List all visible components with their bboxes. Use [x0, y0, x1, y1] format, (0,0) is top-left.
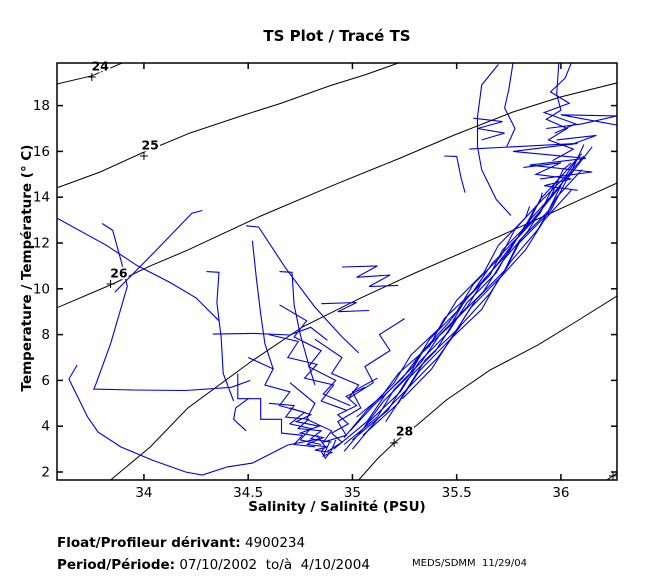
credit-stamp: MEDS/SDMM 11/29/04 [412, 558, 527, 569]
period-line: Period/Période: 07/10/2002 to/à 4/10/200… [57, 557, 370, 573]
contour-plus-marker [87, 72, 96, 81]
ts-profile-line [93, 223, 251, 392]
ts-profile-line [57, 217, 220, 322]
y-tick-label: 10 [33, 281, 50, 297]
y-tick-label: 2 [41, 464, 50, 480]
ts-profile-line [341, 265, 399, 288]
ts-profile-line [523, 162, 578, 191]
contour-plus-marker [609, 471, 618, 480]
ts-profile-line [206, 271, 235, 402]
y-tick-label: 18 [33, 98, 50, 114]
ts-profile-line [246, 225, 360, 354]
float-id-line: Float/Profileur dérivant: 4900234 [57, 535, 305, 551]
contour-label-26: 26 [110, 265, 128, 280]
contour-label-28: 28 [396, 423, 413, 438]
ts-profile-line [289, 407, 334, 458]
ts-profile-line [327, 386, 366, 452]
y-tick-label: 14 [33, 190, 50, 206]
contour-label-24: 24 [91, 58, 109, 73]
isopycnal-contour-25 [57, 63, 399, 189]
contour-label-25: 25 [141, 137, 158, 152]
float-id-label: Float/Profileur dérivant: [57, 535, 241, 551]
ts-profile-line [504, 63, 516, 148]
ts-profile-line [546, 114, 617, 130]
ts-profile-line [343, 206, 531, 438]
ts-profile-line [268, 402, 332, 443]
x-tick-label: 34.5 [233, 485, 263, 501]
y-tick-label: 16 [33, 144, 50, 160]
ts-profile-line [385, 169, 583, 422]
x-axis-label: Salinity / Salinité (PSU) [248, 499, 426, 515]
isopycnal-contour-28 [358, 295, 617, 480]
ts-profile-line [476, 64, 512, 216]
ts-profile-line [314, 318, 405, 400]
ts-profile-line [114, 209, 203, 293]
contour-plus-marker [106, 279, 115, 288]
ts-profile-line [68, 364, 320, 476]
x-tick-label: 35 [344, 485, 361, 501]
y-axis-label: Temperature / Température (° C) [19, 144, 35, 392]
plot-area [57, 63, 617, 480]
isopycnal-contour-26 [57, 82, 617, 309]
float-id-value: 4900234 [240, 535, 306, 551]
y-tick-label: 12 [33, 235, 50, 251]
ts-profile-line [349, 185, 562, 432]
y-tick-label: 6 [41, 373, 50, 389]
chart-title: TS Plot / Tracé TS [263, 27, 411, 45]
ts-profile-line [545, 63, 575, 162]
ts-profile-line [402, 189, 572, 400]
contour-plus-marker [139, 151, 148, 160]
ts-profile-line [289, 377, 378, 444]
ts-profile-line [356, 157, 579, 418]
isopycnal-contour-unlabeled [606, 472, 617, 480]
ts-profile-line [279, 304, 351, 407]
ts-profile-line [279, 271, 316, 386]
axis-box [56, 62, 618, 481]
y-tick-label: 4 [41, 419, 50, 435]
ts-profile-line [251, 240, 274, 370]
ts-profile-line [268, 334, 347, 411]
x-tick-label: 35.5 [442, 485, 472, 501]
ts-profile-line [351, 155, 585, 450]
y-tick-label: 8 [41, 327, 50, 343]
ts-profile-line [212, 326, 328, 341]
contour-plus-marker [390, 438, 399, 447]
x-tick-label: 34 [135, 485, 152, 501]
period-label: Period/Période: [57, 557, 176, 573]
period-value: 07/10/2002 to/à 4/10/2004 [175, 557, 370, 573]
ts-profile-line [469, 142, 593, 180]
ts-profile-line [237, 373, 315, 448]
ts-profile-line [542, 63, 577, 134]
ts-profile-line [444, 155, 466, 193]
ts-profile-line [556, 134, 597, 146]
isopycnal-contour-unlabeled [110, 182, 617, 480]
ts-profile-line [321, 301, 370, 313]
ts-profile-line [233, 398, 249, 432]
x-tick-label: 36 [552, 485, 569, 501]
ts-profile-line [364, 173, 564, 427]
